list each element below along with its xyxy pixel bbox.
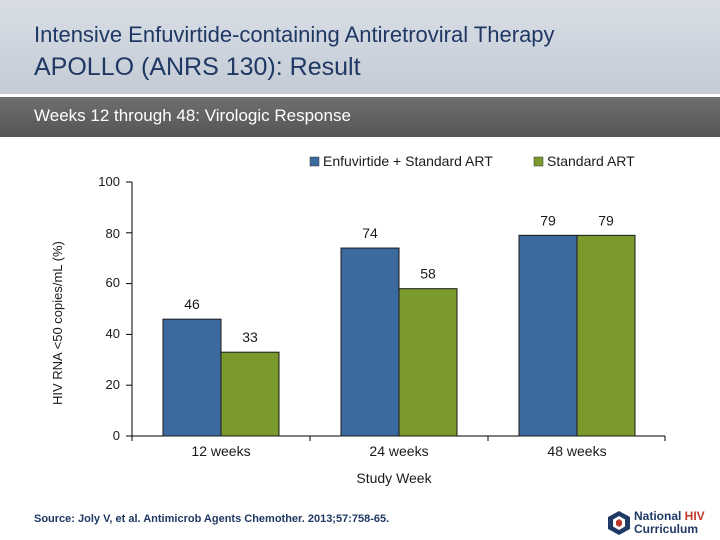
bar-standard-art-0 [220,351,280,437]
bar-standard-art-1 [398,288,458,437]
slide-title: APOLLO (ANRS 130): Result [34,53,361,81]
logo-line1: National HIV [634,509,705,523]
slide-header: Intensive Enfuvirtide-containing Antiret… [0,0,720,94]
bar-standard-art-2 [576,234,636,437]
y-tick-label: 20 [106,377,120,392]
axis-ticks [126,181,666,441]
national-hiv-curriculum-logo: National HIV Curriculum [608,508,718,538]
legend-label-standard: Standard ART [547,153,635,169]
bar-value-label: 33 [242,329,258,345]
bar-value-label: 79 [598,212,614,228]
y-tick-label: 60 [106,275,120,290]
x-category-label: 12 weeks [191,443,250,459]
logo-line2: Curriculum [634,522,699,536]
slide-subtitle: Weeks 12 through 48: Virologic Response [34,106,351,125]
logo-text-hiv: HIV [684,509,705,523]
logo-text-national: National [634,509,685,523]
x-category-label: 48 weeks [547,443,606,459]
bar-enfuvirtide-2 [518,234,578,437]
subtitle-bar: Weeks 12 through 48: Virologic Response [0,97,720,137]
legend-swatch-enfuvirtide [309,156,320,167]
x-category-label: 24 weeks [369,443,428,459]
x-axis-label: Study Week [356,470,432,486]
source-citation: Source: Joly V, et al. Antimicrob Agents… [34,513,390,525]
bar-enfuvirtide-0 [162,318,222,437]
bar-enfuvirtide-1 [340,247,400,437]
bar-value-label: 58 [420,266,436,282]
legend-swatch-standard [533,156,544,167]
bar-value-label: 46 [184,296,200,312]
logo-mark-icon [608,511,630,535]
y-tick-label: 80 [106,226,120,241]
bar-chart: Enfuvirtide + Standard ART Standard ART … [50,153,666,486]
bars: 46 74 79 33 58 79 [162,212,636,437]
slide-supertitle: Intensive Enfuvirtide-containing Antiret… [34,22,555,47]
bar-value-label: 79 [540,212,556,228]
bar-value-label: 74 [362,225,378,241]
y-tick-label: 0 [113,428,120,443]
legend-label-enfuvirtide: Enfuvirtide + Standard ART [323,153,493,169]
y-tick-label: 40 [106,326,120,341]
y-axis-label: HIV RNA <50 copies/mL (%) [50,241,65,405]
y-tick-label: 100 [98,174,120,189]
